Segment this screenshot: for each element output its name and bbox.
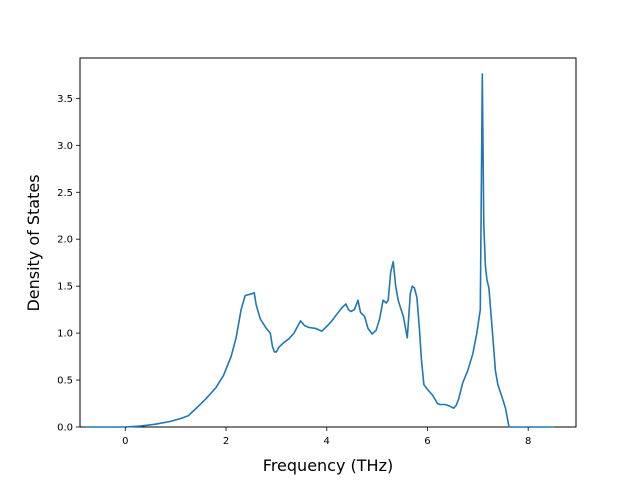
axes-frame: [79, 57, 577, 428]
y-tick-label: 0.5: [57, 376, 73, 387]
y-tick-label: 2.0: [57, 235, 73, 246]
series-line-1: [85, 73, 555, 428]
y-tick-label: 0.0: [57, 423, 73, 434]
x-axis-label: Frequency (THz): [263, 456, 393, 475]
x-tick-label: 8: [525, 436, 531, 447]
x-tick-label: 2: [223, 436, 229, 447]
plot-area: [79, 57, 577, 428]
y-tick-label: 3.5: [57, 94, 73, 105]
x-axis-ticks: 0 2 4 6 8: [122, 427, 531, 447]
y-tick-label: 1.5: [57, 282, 73, 293]
series-layer: [85, 73, 555, 428]
y-axis-ticks: 0.0 0.5 1.0 1.5 2.0 2.5 3.0 3.5: [57, 94, 80, 434]
x-tick-label: 0: [122, 436, 128, 447]
x-tick-label: 4: [324, 436, 330, 447]
y-tick-label: 2.5: [57, 188, 73, 199]
y-tick-label: 3.0: [57, 141, 73, 152]
y-tick-label: 1.0: [57, 329, 73, 340]
y-axis-label: Density of States: [24, 174, 43, 311]
x-tick-label: 6: [424, 436, 430, 447]
